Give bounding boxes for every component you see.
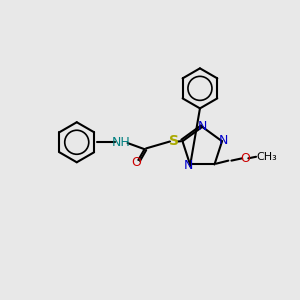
Text: N: N bbox=[219, 134, 228, 147]
Text: O: O bbox=[131, 156, 141, 169]
Text: N: N bbox=[184, 159, 193, 172]
Text: N: N bbox=[198, 120, 207, 133]
Text: NH: NH bbox=[112, 136, 131, 149]
Text: S: S bbox=[169, 134, 179, 148]
Text: CH₃: CH₃ bbox=[256, 152, 277, 162]
Text: O: O bbox=[240, 152, 250, 165]
